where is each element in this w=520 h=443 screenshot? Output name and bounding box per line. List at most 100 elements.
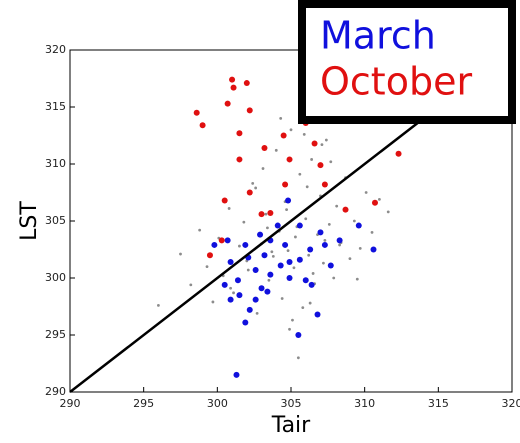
x-tick-label: 310	[354, 397, 375, 410]
data-point	[264, 288, 271, 295]
background-point	[348, 257, 352, 261]
data-point	[307, 246, 314, 253]
background-point	[370, 231, 374, 234]
data-point	[193, 109, 200, 116]
background-point	[280, 297, 284, 300]
y-tick-label: 295	[45, 328, 66, 341]
background-point	[305, 185, 309, 189]
data-point	[282, 181, 289, 188]
background-point	[205, 265, 209, 268]
data-point	[261, 145, 268, 152]
data-point	[211, 241, 218, 248]
data-point	[261, 252, 268, 259]
data-point	[224, 237, 231, 244]
x-tick-label: 320	[502, 397, 520, 410]
background-point	[327, 223, 331, 226]
data-point	[302, 277, 309, 284]
legend-label: October	[320, 60, 472, 104]
background-point	[266, 226, 269, 230]
data-point	[246, 306, 253, 313]
data-point	[277, 262, 284, 269]
data-point	[221, 281, 228, 288]
y-tick-label: 305	[45, 214, 66, 227]
background-point	[324, 138, 328, 142]
background-point	[294, 235, 297, 239]
data-point	[317, 162, 324, 169]
background-point	[270, 250, 274, 254]
background-point	[189, 283, 193, 287]
x-tick-label: 290	[60, 397, 81, 410]
background-point	[310, 158, 314, 161]
data-point	[258, 285, 265, 292]
background-point	[232, 291, 235, 295]
data-point	[280, 132, 287, 139]
axes-frame	[69, 49, 513, 393]
background-point	[304, 217, 308, 221]
background-point	[335, 204, 339, 208]
background-point	[288, 327, 291, 331]
background-point	[255, 311, 259, 315]
data-point	[308, 281, 315, 288]
legend-box	[298, 0, 516, 124]
data-point	[355, 222, 362, 229]
background-point	[329, 160, 333, 164]
data-point	[218, 237, 225, 244]
x-axis-label: Tair	[271, 413, 311, 438]
background-point	[227, 207, 231, 210]
background-point	[322, 261, 325, 265]
background-point	[296, 356, 300, 360]
data-point	[246, 189, 253, 196]
y-tick-label: 300	[45, 271, 66, 284]
background-point	[292, 266, 296, 270]
background-point	[271, 254, 275, 258]
data-point	[296, 256, 303, 263]
legend-label: March	[320, 14, 436, 58]
background-point	[355, 277, 359, 281]
data-point	[336, 237, 343, 244]
background-point	[378, 197, 381, 201]
background-point	[302, 132, 306, 136]
background-point	[338, 243, 342, 247]
background-point	[279, 117, 283, 120]
data-point	[371, 199, 378, 206]
background-point	[386, 210, 390, 214]
data-point	[317, 229, 324, 236]
x-tick-label: 305	[281, 397, 302, 410]
data-point	[286, 259, 293, 266]
data-point	[252, 267, 259, 274]
data-point	[342, 206, 349, 213]
data-point	[314, 311, 321, 318]
data-point	[227, 259, 234, 266]
background-point	[323, 238, 327, 242]
data-point	[224, 100, 231, 107]
data-point	[229, 76, 236, 83]
background-point	[264, 212, 268, 216]
data-point	[311, 140, 318, 147]
x-tick-label: 295	[133, 397, 154, 410]
data-point	[395, 150, 402, 157]
data-point	[321, 181, 328, 188]
data-point	[236, 292, 243, 299]
data-point	[242, 241, 249, 248]
data-point	[206, 252, 213, 259]
data-point	[252, 296, 259, 303]
data-point	[296, 222, 303, 229]
background-point	[298, 172, 302, 176]
background-point	[179, 252, 182, 256]
data-point	[321, 241, 328, 248]
y-tick-label: 310	[45, 157, 66, 170]
data-point	[233, 371, 240, 378]
y-tick-label: 315	[45, 100, 66, 113]
data-point	[258, 211, 265, 218]
background-point	[307, 253, 311, 257]
data-point	[221, 197, 228, 204]
background-point	[291, 318, 294, 322]
data-point	[199, 122, 206, 129]
background-point	[301, 306, 305, 310]
data-point	[274, 222, 281, 229]
background-point	[242, 220, 246, 224]
background-point	[267, 278, 271, 282]
